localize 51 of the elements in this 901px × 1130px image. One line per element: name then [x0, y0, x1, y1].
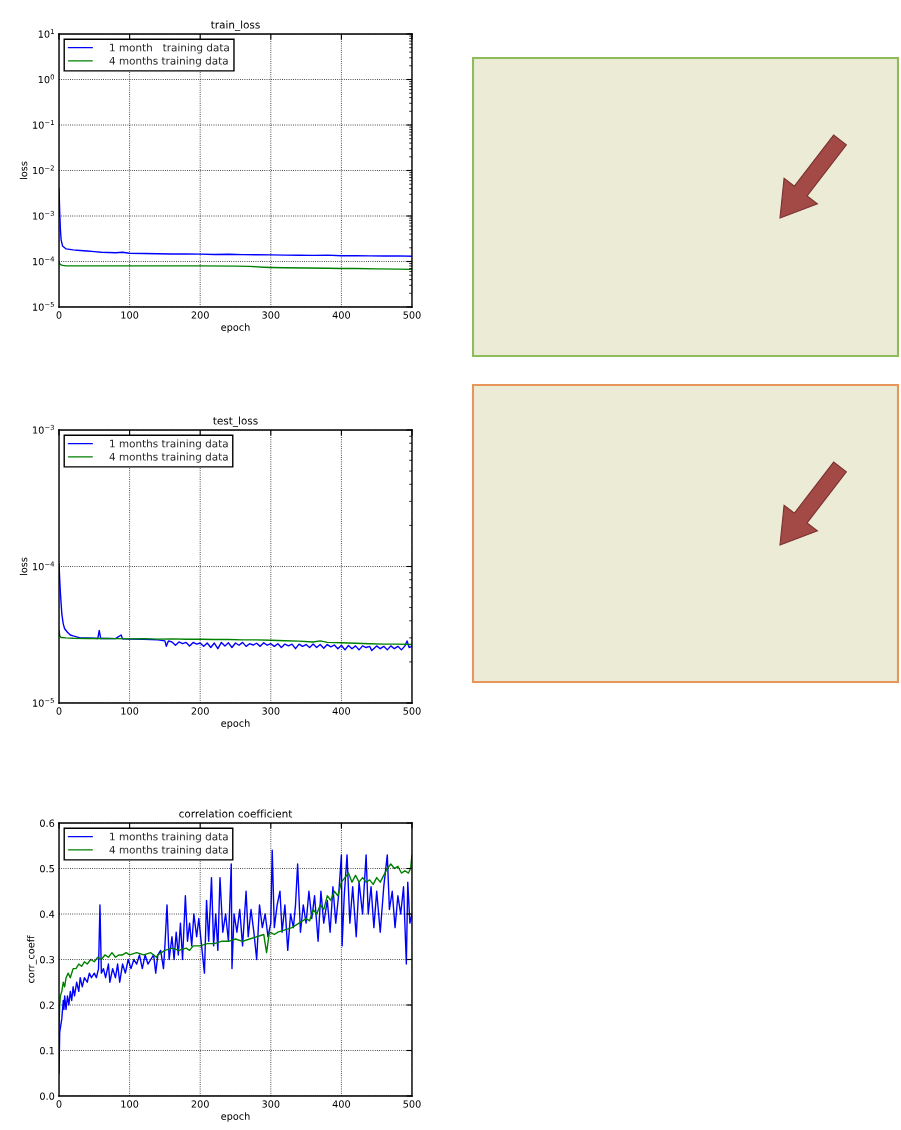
legend-label: 4 months training data: [109, 56, 228, 67]
x-tick-label: 500: [403, 707, 421, 715]
y-tick-label: 0.4: [40, 910, 55, 918]
x-tick-label: 400: [332, 1100, 351, 1108]
x-tick-label: 300: [262, 707, 280, 715]
x-tick-label: 0: [56, 707, 62, 715]
x-tick-label: 500: [403, 311, 421, 319]
y-tick-label: 0.0: [40, 1092, 55, 1100]
x-tick-label: 300: [262, 311, 280, 319]
chart-title: test_loss: [213, 416, 258, 427]
x-tick-label: 200: [191, 311, 209, 319]
y-tick-label: 0.3: [40, 955, 55, 964]
y-axis-title: loss: [19, 557, 28, 575]
y-tick-label: 10$^{1}$: [38, 28, 54, 38]
y-tick-label: 10$^{0}$: [38, 74, 55, 84]
x-axis-title: epoch: [221, 719, 250, 729]
x-tick-label: 100: [121, 1100, 139, 1108]
x-tick-label: 500: [403, 1100, 421, 1108]
y-tick-label: 10$^{−3}$: [33, 424, 54, 434]
legend-label: 1 months training data: [110, 439, 228, 450]
x-tick-label: 100: [121, 707, 139, 715]
y-axis-title: loss: [19, 161, 28, 179]
y-tick-label: 0.6: [40, 819, 55, 827]
x-tick-label: 200: [191, 1100, 209, 1108]
x-axis-title: epoch: [221, 1112, 250, 1122]
x-tick-label: 0: [56, 1100, 62, 1108]
chart-title: train_loss: [210, 20, 260, 31]
y-tick-label: 10$^{−3}$: [33, 210, 54, 220]
legend-label: 4 months training data: [109, 845, 228, 856]
x-tick-label: 300: [262, 1100, 280, 1108]
y-tick-label: 10$^{−1}$: [33, 119, 54, 129]
y-tick-label: 10$^{−5}$: [33, 301, 54, 311]
y-tick-label: 0.5: [40, 864, 54, 873]
x-tick-label: 400: [332, 707, 351, 715]
x-tick-label: 200: [191, 707, 209, 715]
y-tick-label: 0.1: [40, 1046, 54, 1055]
y-tick-label: 0.2: [40, 1001, 54, 1009]
y-axis-title: corr_coeff: [26, 935, 37, 984]
x-axis-title: epoch: [221, 323, 250, 333]
chart-title: correlation coefficient: [179, 809, 293, 818]
line-series: [59, 261, 412, 271]
y-tick-label: 10$^{−5}$: [33, 697, 54, 707]
y-tick-label: 10$^{−4}$: [33, 256, 55, 266]
legend-label: 1 months training data: [110, 832, 228, 843]
x-tick-label: 100: [121, 311, 139, 319]
y-tick-label: 10$^{−4}$: [33, 561, 55, 571]
legend-label: 4 months training data: [109, 452, 228, 463]
legend-label: 1 month training data: [110, 43, 229, 54]
x-tick-label: 0: [56, 311, 62, 319]
x-tick-label: 400: [332, 311, 351, 319]
y-tick-label: 10$^{−2}$: [33, 165, 54, 175]
